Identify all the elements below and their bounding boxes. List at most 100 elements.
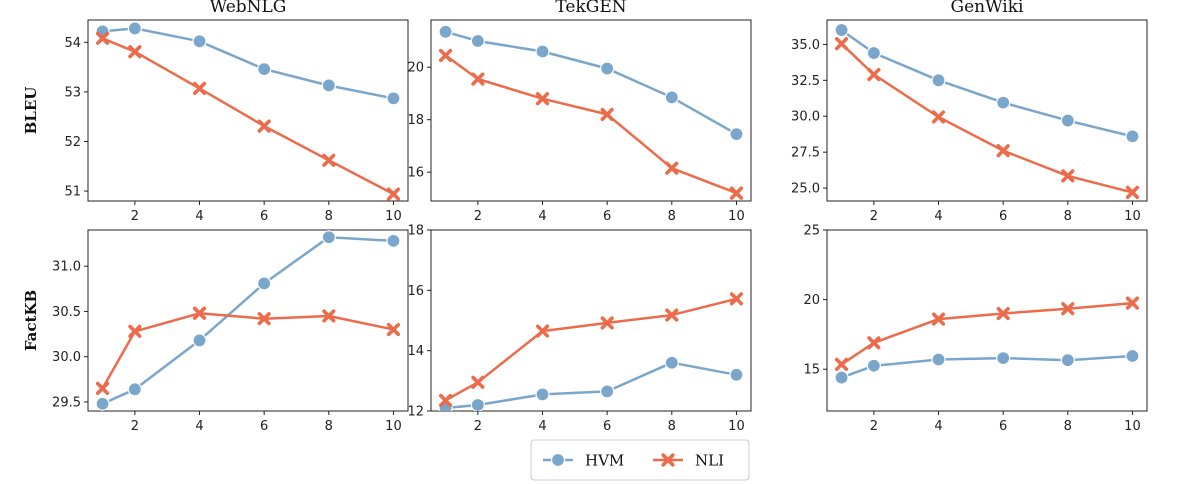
x-tick-label: 8 [1064,419,1072,434]
data-point-nli [600,107,614,122]
data-point-hvm [470,33,485,49]
data-point-nli [322,153,336,167]
y-tick-label: 14 [407,344,424,359]
x-tick-label: 2 [870,419,878,434]
x-tick-label: 8 [325,419,333,434]
legend-marker-nli [661,453,675,467]
data-point-hvm [729,127,744,142]
x-tick-label: 8 [325,209,333,224]
data-point-nli [386,187,401,201]
data-point-hvm [996,95,1011,110]
x-tick-label: 10 [1124,419,1141,434]
y-tick-label: 29.5 [52,395,81,410]
data-point-nli [729,292,744,306]
plot-frame [87,229,409,412]
data-point-nli [192,306,207,320]
data-point-hvm [386,91,401,106]
x-tick-label: 2 [474,419,482,434]
series-line-hvm [445,361,737,410]
y-tick-label: 20 [407,61,424,76]
data-point-hvm [192,333,207,348]
y-tick-label: 35.0 [791,38,820,53]
x-tick-label: 2 [474,209,482,224]
x-tick-label: 8 [668,419,676,434]
series-line-nli [101,312,394,390]
plot-frame [430,229,752,412]
y-tick-label: 30.0 [791,110,820,125]
x-tick-label: 8 [668,209,676,224]
data-point-nli [1061,302,1075,316]
series-group [834,22,1140,199]
x-tick-label: 4 [934,209,942,224]
data-point-nli [867,67,881,82]
y-tick-label: 31.0 [52,260,81,275]
chart-title: TekGEN [555,0,626,17]
data-point-hvm [192,34,207,49]
data-point-nli [931,312,946,326]
data-point-nli [931,110,946,124]
x-tick-label: 10 [1124,209,1141,224]
data-point-nli [600,316,614,330]
data-point-hvm [1125,348,1140,364]
data-point-nli [996,144,1010,158]
series-line-nli [444,54,737,195]
data-point-hvm [127,21,142,36]
data-point-hvm [257,276,272,291]
legend-item-hvm: HVM [543,452,624,470]
y-tick-label: 16 [407,284,424,299]
series-group [438,292,744,411]
data-point-nli [257,312,271,326]
data-point-nli [867,336,881,350]
data-point-nli [95,31,110,45]
chart-title: WebNLG [210,0,287,17]
x-tick-label: 4 [195,209,203,224]
data-point-nli [257,119,271,133]
data-point-hvm [127,382,142,397]
data-point-hvm [996,350,1011,366]
x-tick-label: 10 [728,419,745,434]
chart-webnlg: 2 4 6 8 10 51 52 53 54 WebNLG BLEU [22,0,409,224]
data-point-nli [471,375,485,389]
series-line-nli [840,42,1133,194]
x-tick-label: 10 [728,209,745,224]
data-point-nli [95,381,110,395]
series-group [95,230,401,411]
x-tick-label: 4 [538,209,546,224]
series-line-hvm [102,27,394,100]
y-tick-label: 12 [407,405,424,420]
series-line-nli [840,301,1133,366]
x-tick-label: 10 [385,209,402,224]
legend-label-hvm: HVM [585,452,624,470]
data-point-hvm [931,73,946,88]
data-point-nli [192,81,207,96]
y-tick-label: 18 [407,224,424,239]
series-line-nli [102,37,395,196]
data-point-hvm [470,397,485,411]
y-tick-label: 32.5 [791,74,820,89]
data-point-hvm [866,358,881,373]
plot-frame [826,229,1148,412]
data-point-nli [535,92,550,106]
data-point-nli [322,309,336,323]
x-tick-label: 2 [131,419,139,434]
data-point-hvm [600,384,615,399]
data-point-hvm [664,355,679,370]
data-point-hvm [664,90,679,105]
x-tick-label: 2 [131,209,139,224]
x-tick-label: 10 [385,419,402,434]
data-point-nli [128,324,142,338]
data-point-hvm [321,78,336,93]
data-point-hvm [834,22,849,38]
x-tick-label: 6 [999,209,1007,224]
y-tick-label: 16 [407,166,424,181]
series-group [438,24,744,200]
data-point-nli [438,393,453,408]
data-point-nli [665,161,679,175]
data-point-hvm [1125,129,1140,144]
data-point-hvm [95,396,110,411]
y-tick-label: 27.5 [791,146,820,161]
data-point-nli [438,48,453,63]
data-point-nli [386,322,401,337]
data-point-hvm [600,61,615,76]
